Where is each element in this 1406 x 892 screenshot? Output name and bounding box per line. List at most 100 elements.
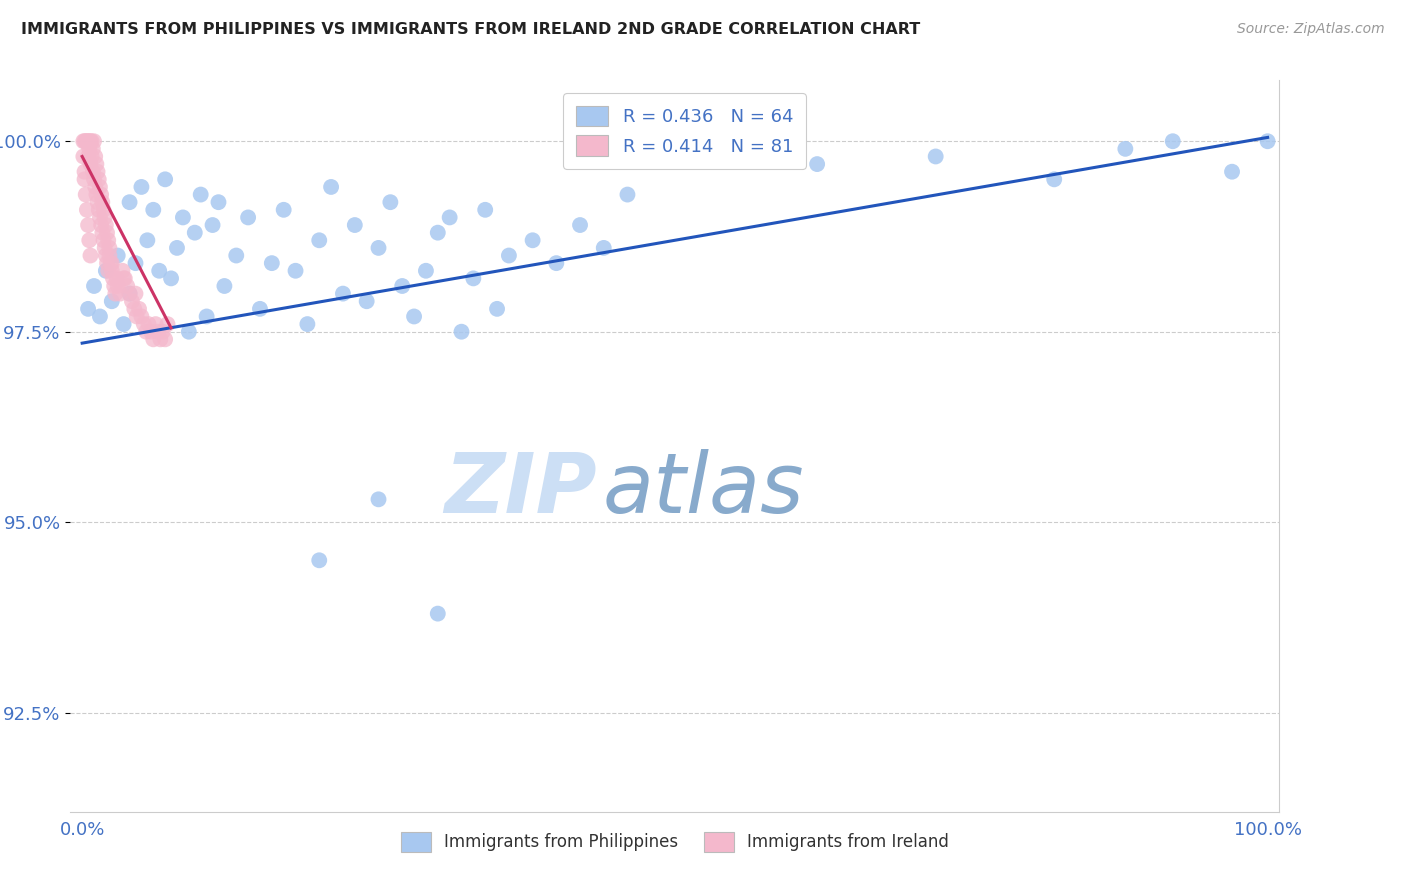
Point xyxy=(84,149,107,163)
Point xyxy=(89,180,111,194)
Point xyxy=(98,241,121,255)
Point xyxy=(93,211,115,225)
Text: Source: ZipAtlas.com: Source: ZipAtlas.com xyxy=(1237,22,1385,37)
Point xyxy=(107,279,129,293)
Point xyxy=(86,187,108,202)
Point xyxy=(439,211,461,225)
Point xyxy=(87,172,110,186)
Point xyxy=(90,187,112,202)
Point xyxy=(91,226,114,240)
Point xyxy=(121,294,143,309)
Point xyxy=(297,317,319,331)
Point xyxy=(77,142,100,156)
Point xyxy=(93,241,115,255)
Point xyxy=(80,134,103,148)
Point xyxy=(105,271,128,285)
Point xyxy=(77,134,100,148)
Point xyxy=(153,172,176,186)
Point xyxy=(114,271,136,285)
Point xyxy=(131,180,153,194)
Point xyxy=(83,134,105,148)
Point xyxy=(86,195,108,210)
Point xyxy=(89,211,111,225)
Point xyxy=(343,218,366,232)
Point xyxy=(94,264,117,278)
Point xyxy=(1043,172,1066,186)
Point xyxy=(569,218,592,232)
Point xyxy=(146,325,169,339)
Point xyxy=(166,241,188,255)
Point xyxy=(97,233,120,247)
Point xyxy=(118,286,141,301)
Point xyxy=(73,172,96,186)
Point xyxy=(112,317,135,331)
Point xyxy=(72,149,94,163)
Point xyxy=(308,233,330,247)
Point xyxy=(94,248,117,262)
Point xyxy=(76,134,98,148)
Point xyxy=(101,264,124,278)
Point xyxy=(546,256,568,270)
Point xyxy=(91,195,114,210)
Point xyxy=(73,164,96,178)
Point xyxy=(450,325,472,339)
Point xyxy=(84,180,107,194)
Point xyxy=(115,279,138,293)
Point xyxy=(79,157,101,171)
Point xyxy=(486,301,509,316)
Point xyxy=(616,187,638,202)
Point xyxy=(149,332,172,346)
Point xyxy=(207,195,229,210)
Point xyxy=(101,294,124,309)
Point xyxy=(82,142,104,156)
Point xyxy=(415,264,437,278)
Point xyxy=(86,164,108,178)
Point xyxy=(73,134,96,148)
Point xyxy=(96,256,118,270)
Legend: Immigrants from Philippines, Immigrants from Ireland: Immigrants from Philippines, Immigrants … xyxy=(394,826,956,858)
Point xyxy=(128,301,150,316)
Point xyxy=(367,492,389,507)
Point xyxy=(426,226,449,240)
Point xyxy=(1257,134,1279,148)
Point xyxy=(89,310,111,324)
Point xyxy=(72,134,94,148)
Point xyxy=(100,256,122,270)
Point xyxy=(148,264,170,278)
Point xyxy=(225,248,247,262)
Point xyxy=(172,211,194,225)
Point xyxy=(308,553,330,567)
Point xyxy=(284,264,307,278)
Point xyxy=(124,286,146,301)
Point xyxy=(380,195,402,210)
Point xyxy=(195,310,218,324)
Point xyxy=(522,233,544,247)
Point xyxy=(77,218,100,232)
Point xyxy=(97,264,120,278)
Point xyxy=(87,202,110,217)
Point xyxy=(152,325,174,339)
Point xyxy=(142,332,165,346)
Point xyxy=(214,279,236,293)
Point xyxy=(75,134,97,148)
Point xyxy=(83,172,105,186)
Point xyxy=(79,134,101,148)
Point xyxy=(77,134,100,148)
Point xyxy=(463,271,485,285)
Point xyxy=(98,248,121,262)
Point xyxy=(1161,134,1184,148)
Point xyxy=(80,149,103,163)
Point xyxy=(77,149,100,163)
Point xyxy=(111,264,134,278)
Point xyxy=(90,218,112,232)
Point xyxy=(83,279,105,293)
Point xyxy=(1220,164,1243,178)
Point xyxy=(107,248,129,262)
Point xyxy=(236,211,259,225)
Point xyxy=(108,286,131,301)
Point xyxy=(94,218,117,232)
Point xyxy=(806,157,828,171)
Point xyxy=(1114,142,1136,156)
Point xyxy=(124,301,146,316)
Point xyxy=(131,310,153,324)
